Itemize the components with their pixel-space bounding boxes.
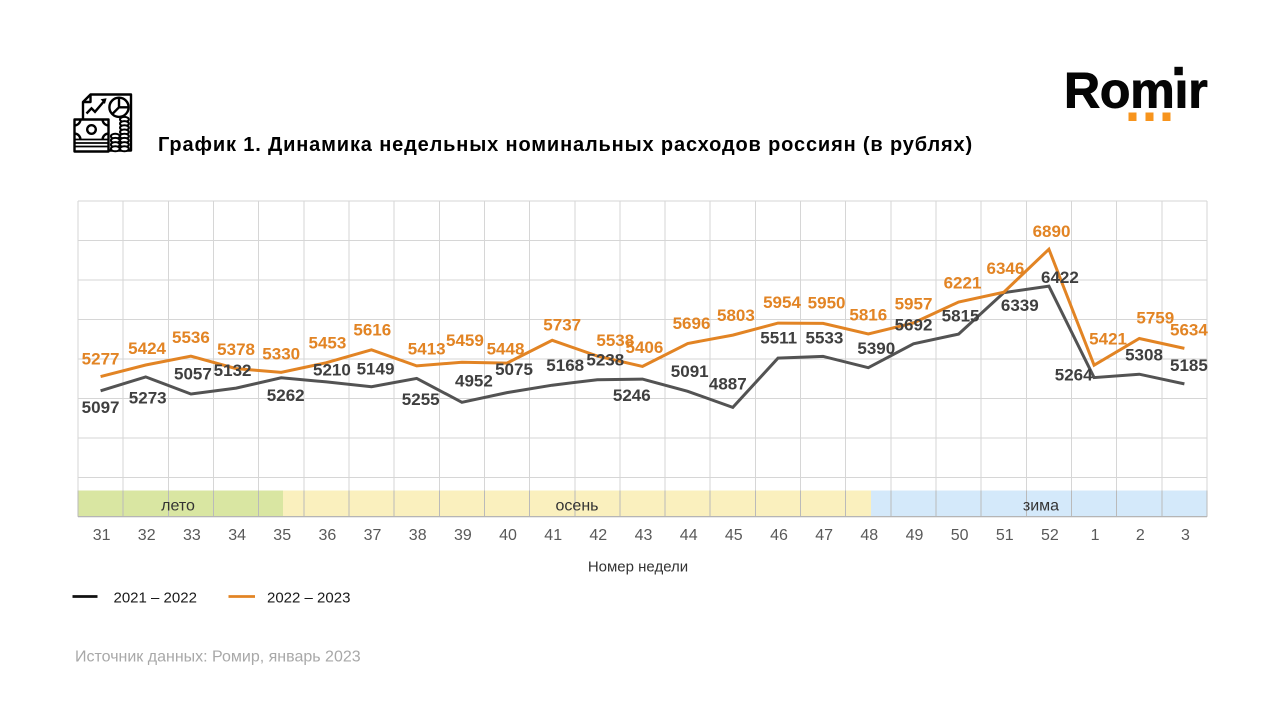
svg-text:5424: 5424 [128,339,166,358]
svg-text:41: 41 [544,527,562,544]
svg-text:5459: 5459 [446,331,484,350]
svg-text:5246: 5246 [613,386,651,405]
svg-text:График 1. Динамика недельных н: График 1. Динамика недельных номинальных… [158,134,973,156]
svg-text:5264: 5264 [1055,365,1093,384]
svg-text:42: 42 [589,527,607,544]
svg-text:5262: 5262 [267,386,305,405]
svg-text:5308: 5308 [1125,346,1163,365]
svg-text:Источник данных: Ромир, январь: Источник данных: Ромир, январь 2023 [75,649,361,666]
svg-text:зима: зима [1023,498,1059,515]
svg-text:6346: 6346 [986,259,1024,278]
svg-text:Romır: Romır [1064,63,1207,119]
svg-text:6422: 6422 [1041,268,1079,287]
svg-text:39: 39 [454,527,472,544]
svg-text:6890: 6890 [1033,222,1071,241]
svg-text:1: 1 [1091,527,1100,544]
svg-text:5803: 5803 [717,306,755,325]
svg-text:47: 47 [815,527,833,544]
svg-text:5536: 5536 [172,328,210,347]
svg-text:5616: 5616 [353,321,391,340]
svg-text:5413: 5413 [408,340,446,359]
svg-text:5737: 5737 [543,315,581,334]
svg-text:46: 46 [770,527,788,544]
svg-text:35: 35 [273,527,291,544]
svg-text:5692: 5692 [895,315,933,334]
svg-text:лето: лето [161,498,195,515]
svg-text:4887: 4887 [709,375,747,394]
svg-text:33: 33 [183,527,201,544]
svg-text:5538: 5538 [596,331,634,350]
svg-text:5255: 5255 [402,390,440,409]
svg-text:5511: 5511 [760,328,797,347]
svg-text:5448: 5448 [487,340,525,359]
svg-text:5957: 5957 [895,294,933,313]
svg-text:5238: 5238 [586,351,624,370]
svg-text:37: 37 [364,527,382,544]
svg-text:5091: 5091 [671,362,709,381]
svg-text:5759: 5759 [1136,309,1174,328]
svg-text:5816: 5816 [849,306,887,325]
svg-text:5057: 5057 [174,364,212,383]
svg-text:50: 50 [951,527,969,544]
svg-text:5378: 5378 [217,340,255,359]
svg-text:34: 34 [228,527,246,544]
svg-text:5277: 5277 [82,350,120,369]
svg-text:5815: 5815 [942,307,980,326]
svg-text:6339: 6339 [1001,296,1039,315]
svg-text:48: 48 [860,527,878,544]
svg-text:49: 49 [906,527,924,544]
svg-text:2: 2 [1136,527,1145,544]
svg-text:2021 – 2022: 2021 – 2022 [114,590,197,607]
svg-text:Номер недели: Номер недели [588,559,688,576]
svg-text:45: 45 [725,527,743,544]
svg-text:5185: 5185 [1170,356,1208,375]
svg-text:52: 52 [1041,527,1059,544]
svg-text:5406: 5406 [625,338,663,357]
svg-text:5696: 5696 [673,314,711,333]
svg-text:5533: 5533 [805,328,843,347]
svg-text:5954: 5954 [763,293,801,312]
svg-text:3: 3 [1181,527,1190,544]
svg-text:6221: 6221 [944,274,982,293]
svg-text:4952: 4952 [455,371,493,390]
svg-text:5453: 5453 [308,333,346,352]
svg-text:5330: 5330 [262,344,300,363]
svg-text:5421: 5421 [1089,330,1127,349]
svg-text:5132: 5132 [214,361,252,380]
svg-text:31: 31 [93,527,111,544]
svg-text:2022 – 2023: 2022 – 2023 [267,590,350,607]
svg-text:5149: 5149 [357,360,395,379]
svg-text:40: 40 [499,527,517,544]
svg-text:5097: 5097 [82,398,120,417]
svg-text:38: 38 [409,527,427,544]
svg-text:44: 44 [680,527,698,544]
svg-text:5075: 5075 [495,360,533,379]
svg-text:5273: 5273 [129,389,167,408]
svg-text:5390: 5390 [857,339,895,358]
svg-text:5168: 5168 [546,356,584,375]
svg-text:5210: 5210 [313,360,351,379]
svg-text:32: 32 [138,527,156,544]
svg-text:5950: 5950 [808,293,846,312]
svg-text:51: 51 [996,527,1014,544]
svg-text:осень: осень [556,498,599,515]
svg-text:43: 43 [635,527,653,544]
svg-text:5634: 5634 [1170,321,1208,340]
svg-text:36: 36 [319,527,337,544]
